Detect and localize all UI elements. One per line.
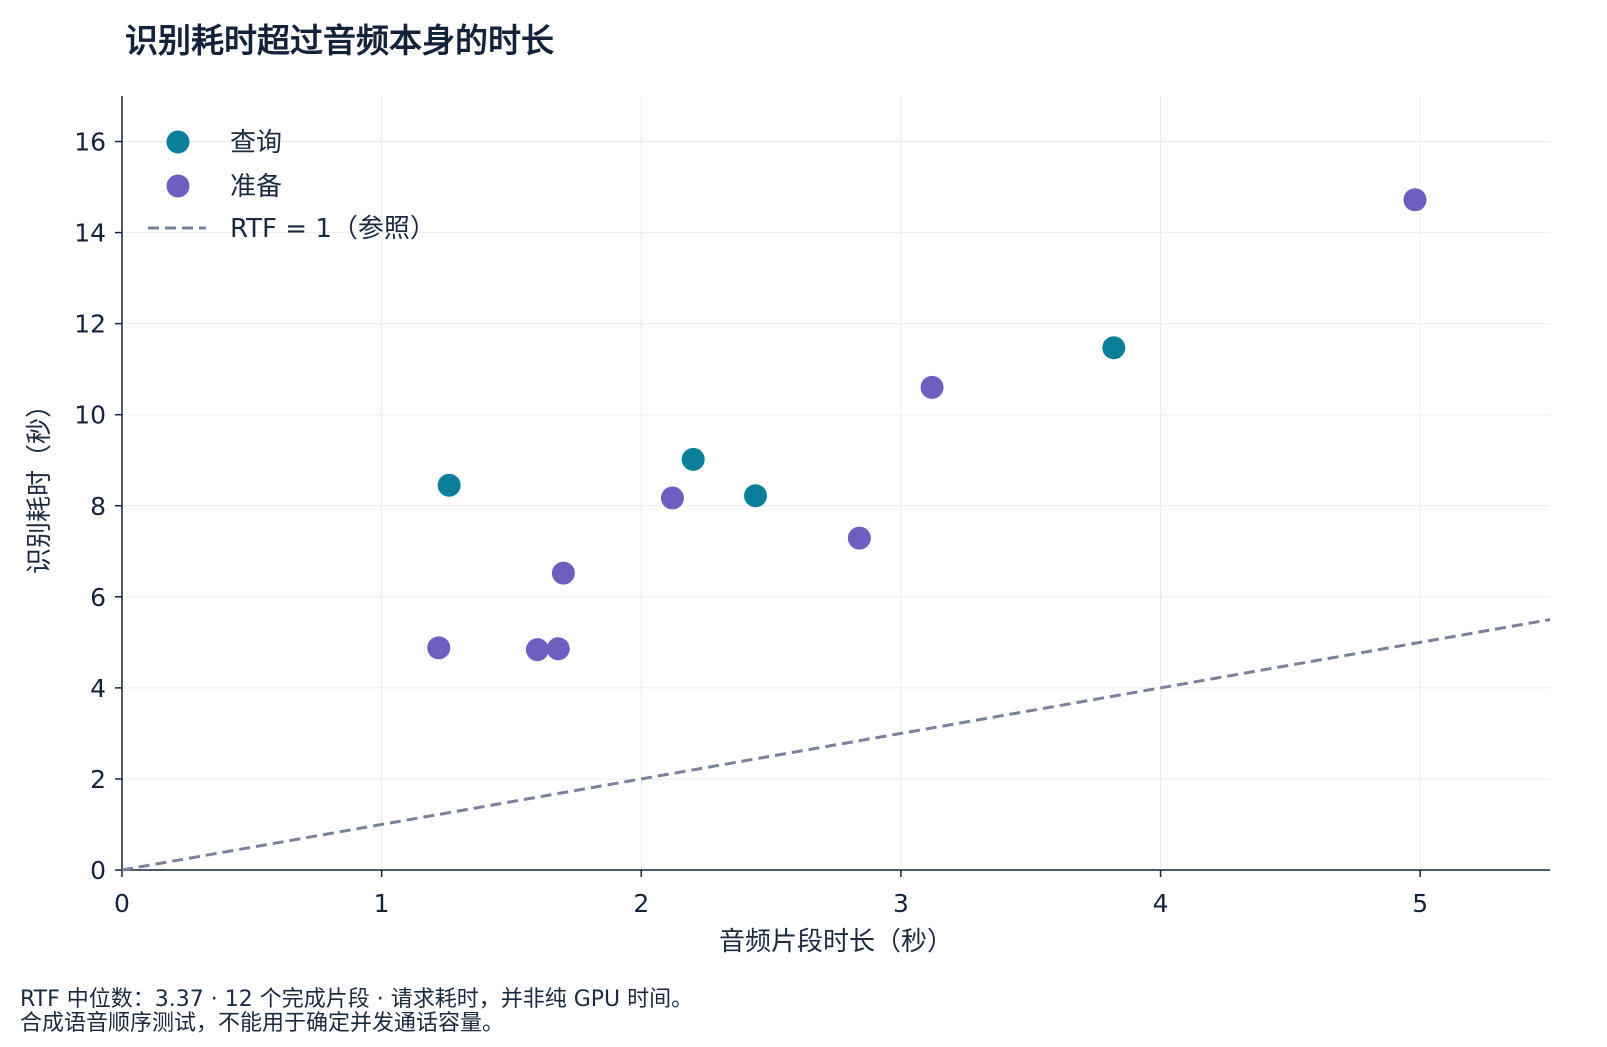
data-point-series-1 bbox=[525, 638, 549, 662]
x-tick-label: 0 bbox=[114, 889, 130, 918]
reference-line-layer bbox=[121, 618, 1551, 872]
data-point-series-1 bbox=[427, 636, 451, 660]
data-point-series-1 bbox=[660, 486, 684, 510]
data-point-series-0 bbox=[437, 473, 461, 497]
data-point-series-1 bbox=[551, 561, 575, 585]
legend-marker-series-0 bbox=[166, 130, 190, 154]
y-tick-label: 8 bbox=[90, 492, 106, 521]
data-point-series-1 bbox=[1403, 188, 1427, 212]
x-tick-label: 2 bbox=[633, 889, 649, 918]
x-tick-label: 5 bbox=[1412, 889, 1428, 918]
data-point-series-0 bbox=[1102, 336, 1126, 360]
y-axis-title: 识别耗时（秒） bbox=[25, 392, 55, 574]
footnote-line-2: 合成语音顺序测试，不能用于确定并发通话容量。 bbox=[20, 1011, 505, 1036]
y-tick-label: 12 bbox=[74, 310, 106, 339]
y-tick-label: 0 bbox=[90, 856, 106, 885]
x-tick-label: 4 bbox=[1153, 889, 1169, 918]
grid-lines bbox=[121, 96, 1550, 871]
data-point-series-1 bbox=[920, 375, 944, 399]
y-tick-label: 14 bbox=[74, 219, 106, 248]
y-tick-label: 10 bbox=[74, 401, 106, 430]
x-tick-label: 1 bbox=[374, 889, 390, 918]
footnote-line-1: RTF 中位数：3.37 · 12 个完成片段 · 请求耗时，并非纯 GPU 时… bbox=[20, 987, 694, 1012]
chart-title: 识别耗时超过音频本身的时长 bbox=[125, 21, 554, 60]
x-axis-title: 音频片段时长（秒） bbox=[719, 927, 953, 957]
x-tick-label: 3 bbox=[893, 889, 909, 918]
footnote: RTF 中位数：3.37 · 12 个完成片段 · 请求耗时，并非纯 GPU 时… bbox=[20, 988, 693, 1036]
data-points bbox=[427, 188, 1427, 662]
legend-marker-series-1 bbox=[166, 174, 190, 198]
legend-label-reference: RTF = 1（参照） bbox=[230, 214, 436, 244]
y-tick-label: 6 bbox=[90, 583, 106, 612]
data-point-series-1 bbox=[847, 526, 871, 550]
data-point-series-0 bbox=[681, 447, 705, 471]
legend-label-series-0: 查询 bbox=[230, 128, 282, 158]
y-tick-label: 16 bbox=[74, 128, 106, 157]
legend-label-series-1: 准备 bbox=[230, 172, 282, 202]
data-point-series-0 bbox=[744, 484, 768, 508]
y-tick-label: 4 bbox=[90, 674, 106, 703]
data-point-series-1 bbox=[546, 637, 570, 661]
reference-line bbox=[121, 618, 1551, 872]
y-tick-label: 2 bbox=[90, 765, 106, 794]
